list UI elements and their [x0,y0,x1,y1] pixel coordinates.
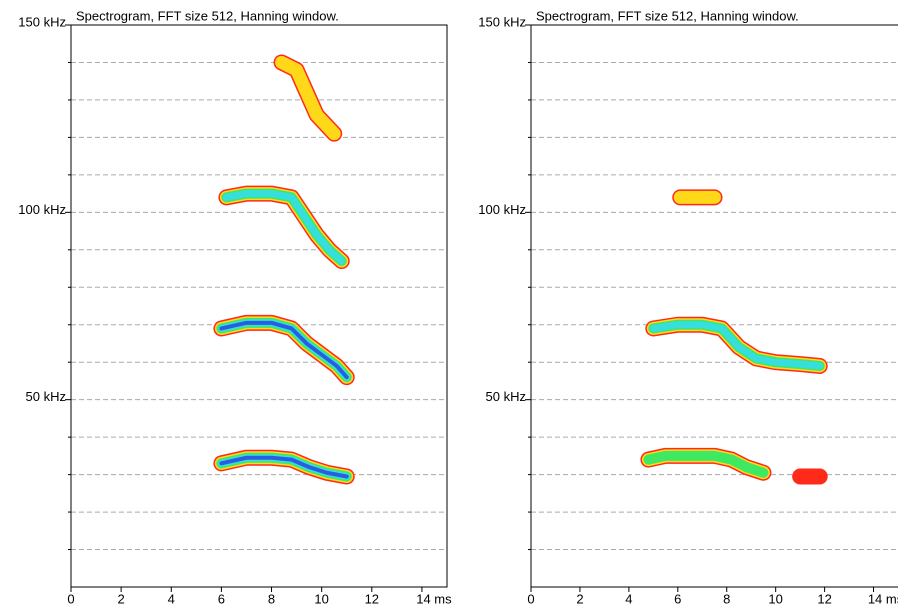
x-tick-label: 0 [527,591,534,606]
x-tick-label: 6 [674,591,681,606]
trace-layer [643,450,769,478]
x-tick-label: 12 [817,591,831,606]
x-tick-label: 10 [314,591,328,606]
x-tick-label: 10 [768,591,782,606]
y-tick-label: 50 kHz [486,389,526,404]
plot-frame [70,24,448,588]
x-tick-label: 4 [625,591,632,606]
x-tick-label: 8 [268,591,275,606]
trace-layer [649,321,824,370]
trace-layer [275,55,341,141]
x-tick-label: 0 [67,591,74,606]
x-tick-label: 2 [118,591,125,606]
x-tick-label: 4 [168,591,175,606]
y-tick-label: 50 kHz [26,389,66,404]
y-tick-label: 100 kHz [18,202,66,217]
x-tick-label: 2 [576,591,583,606]
trace-layer [222,190,346,265]
y-tick-label: 150 kHz [18,14,66,29]
x-tick-label: 14 ms [868,591,898,606]
y-tick-label: 100 kHz [478,202,526,217]
x-tick-label: 8 [723,591,730,606]
chart-title: Spectrogram, FFT size 512, Hanning windo… [76,8,339,23]
x-tick-label: 14 ms [416,591,452,606]
chart-title: Spectrogram, FFT size 512, Hanning windo… [536,8,799,23]
trace-layer [219,455,349,479]
y-tick-label: 150 kHz [478,14,526,29]
x-tick-label: 12 [365,591,379,606]
x-tick-label: 6 [218,591,225,606]
trace-layer [219,320,349,380]
